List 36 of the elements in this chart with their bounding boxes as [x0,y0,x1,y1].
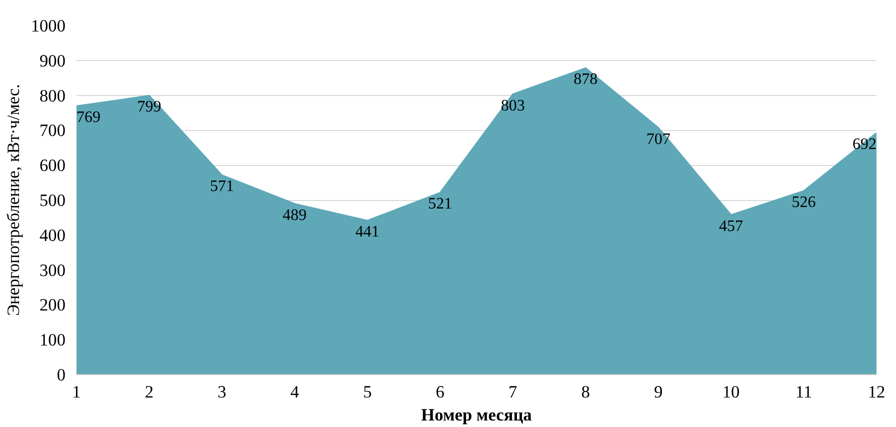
y-tick-label: 1000 [30,16,66,36]
data-label: 521 [428,196,452,213]
data-label: 707 [646,130,670,148]
x-tick-label: 11 [795,382,812,402]
x-tick-label: 2 [144,382,154,402]
y-tick-label: 600 [40,156,66,176]
y-tick-label: 800 [40,86,66,106]
y-tick-label: 300 [40,260,66,280]
x-tick-label: 12 [868,382,886,402]
data-label: 799 [137,98,162,116]
y-tick-label: 200 [40,296,66,315]
data-label: 571 [210,178,234,196]
data-label: 803 [500,97,525,114]
x-tick-label: 7 [508,382,518,402]
y-tick-label: 100 [40,330,66,350]
y-tick-label: 900 [40,51,66,70]
x-axis-title: Номер месяца [421,406,532,424]
y-axis-title: Энергопотребление, кВт·ч/мес. [4,84,23,316]
x-tick-label: 10 [722,382,740,402]
data-label: 769 [76,109,100,126]
y-tick-label: 700 [40,121,66,140]
x-tick-label: 9 [654,382,663,402]
x-tick-label: 5 [363,382,372,402]
x-tick-label: 1 [72,382,81,402]
x-tick-label: 3 [218,382,226,402]
data-label: 441 [355,224,380,241]
data-label: 489 [282,206,307,224]
x-tick-label: 8 [581,382,590,402]
data-label: 457 [719,218,744,236]
x-tick-label: 4 [290,382,300,402]
y-tick-label: 400 [40,226,66,245]
x-tick-label: 6 [436,382,445,402]
y-tick-label: 500 [40,191,66,210]
y-tick-label: 0 [56,366,66,384]
data-label: 526 [792,194,816,211]
data-label: 878 [574,71,598,88]
